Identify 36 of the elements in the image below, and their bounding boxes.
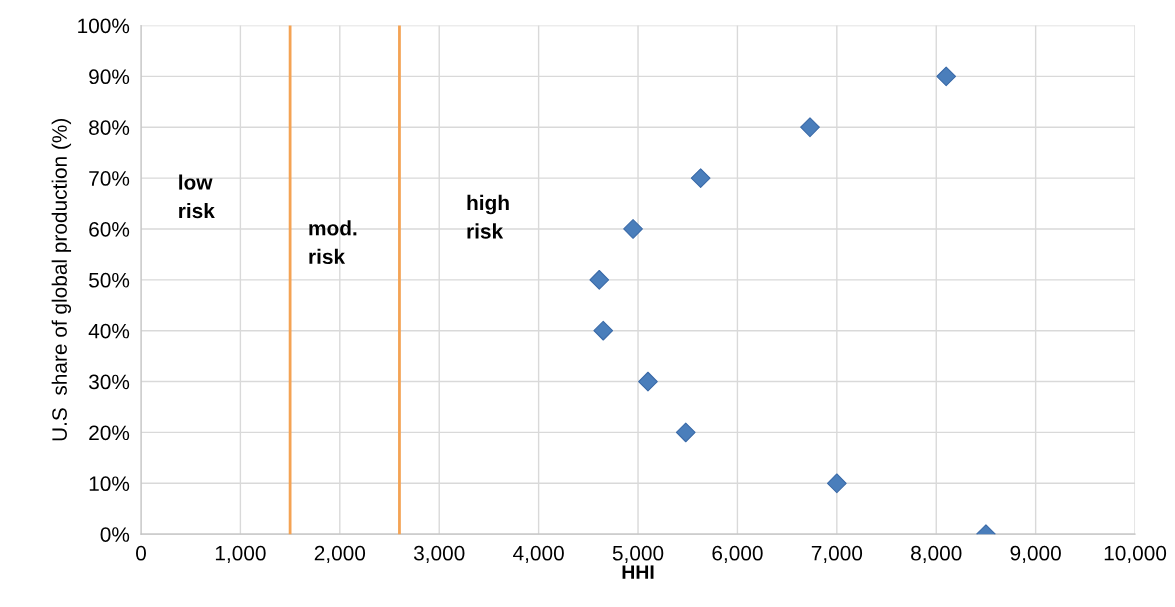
x-axis-title: HHI	[622, 565, 654, 579]
x-tick-label: 1,000	[215, 545, 266, 564]
annotation: mod. risk	[309, 220, 357, 265]
point	[593, 320, 614, 341]
y-tick-label: 100%	[78, 18, 130, 34]
point	[936, 66, 957, 87]
y-tick-label: 20%	[89, 425, 130, 441]
point	[638, 371, 658, 392]
x-tick-label: 5,000	[612, 545, 664, 564]
y-tick-label: 70%	[89, 171, 130, 186]
annotation: high risk	[467, 194, 509, 239]
y-tick-label: 30%	[88, 374, 130, 390]
x-tick-label: 10,000	[1104, 545, 1167, 564]
y-axis-title: U.S share of global production (%)	[51, 118, 72, 441]
point	[690, 168, 711, 188]
point	[589, 269, 610, 290]
point	[826, 473, 847, 494]
x-tick-label: 0	[136, 545, 146, 561]
y-tick-label: 0%	[100, 527, 130, 542]
x-tick-label: 6,000	[712, 545, 763, 564]
y-tick-label: 90%	[89, 69, 130, 85]
x-tick-label: 8,000	[911, 545, 962, 564]
x-tick-label: 4,000	[513, 545, 564, 564]
x-tick-label: 7,000	[811, 545, 863, 564]
annotation: low risk	[179, 174, 215, 219]
x-tick-label: 9,000	[1010, 545, 1061, 564]
y-tick-label: 60%	[89, 221, 130, 237]
point	[800, 117, 820, 138]
point	[623, 219, 643, 239]
x-tick-label: 3,000	[413, 545, 465, 564]
y-tick-label: 10%	[89, 476, 130, 492]
y-tick-label: 80%	[89, 120, 130, 135]
y-tick-label: 40%	[88, 323, 130, 339]
y-tick-label: 50%	[89, 272, 130, 288]
point	[675, 422, 696, 443]
x-tick-label: 2,000	[314, 545, 366, 564]
